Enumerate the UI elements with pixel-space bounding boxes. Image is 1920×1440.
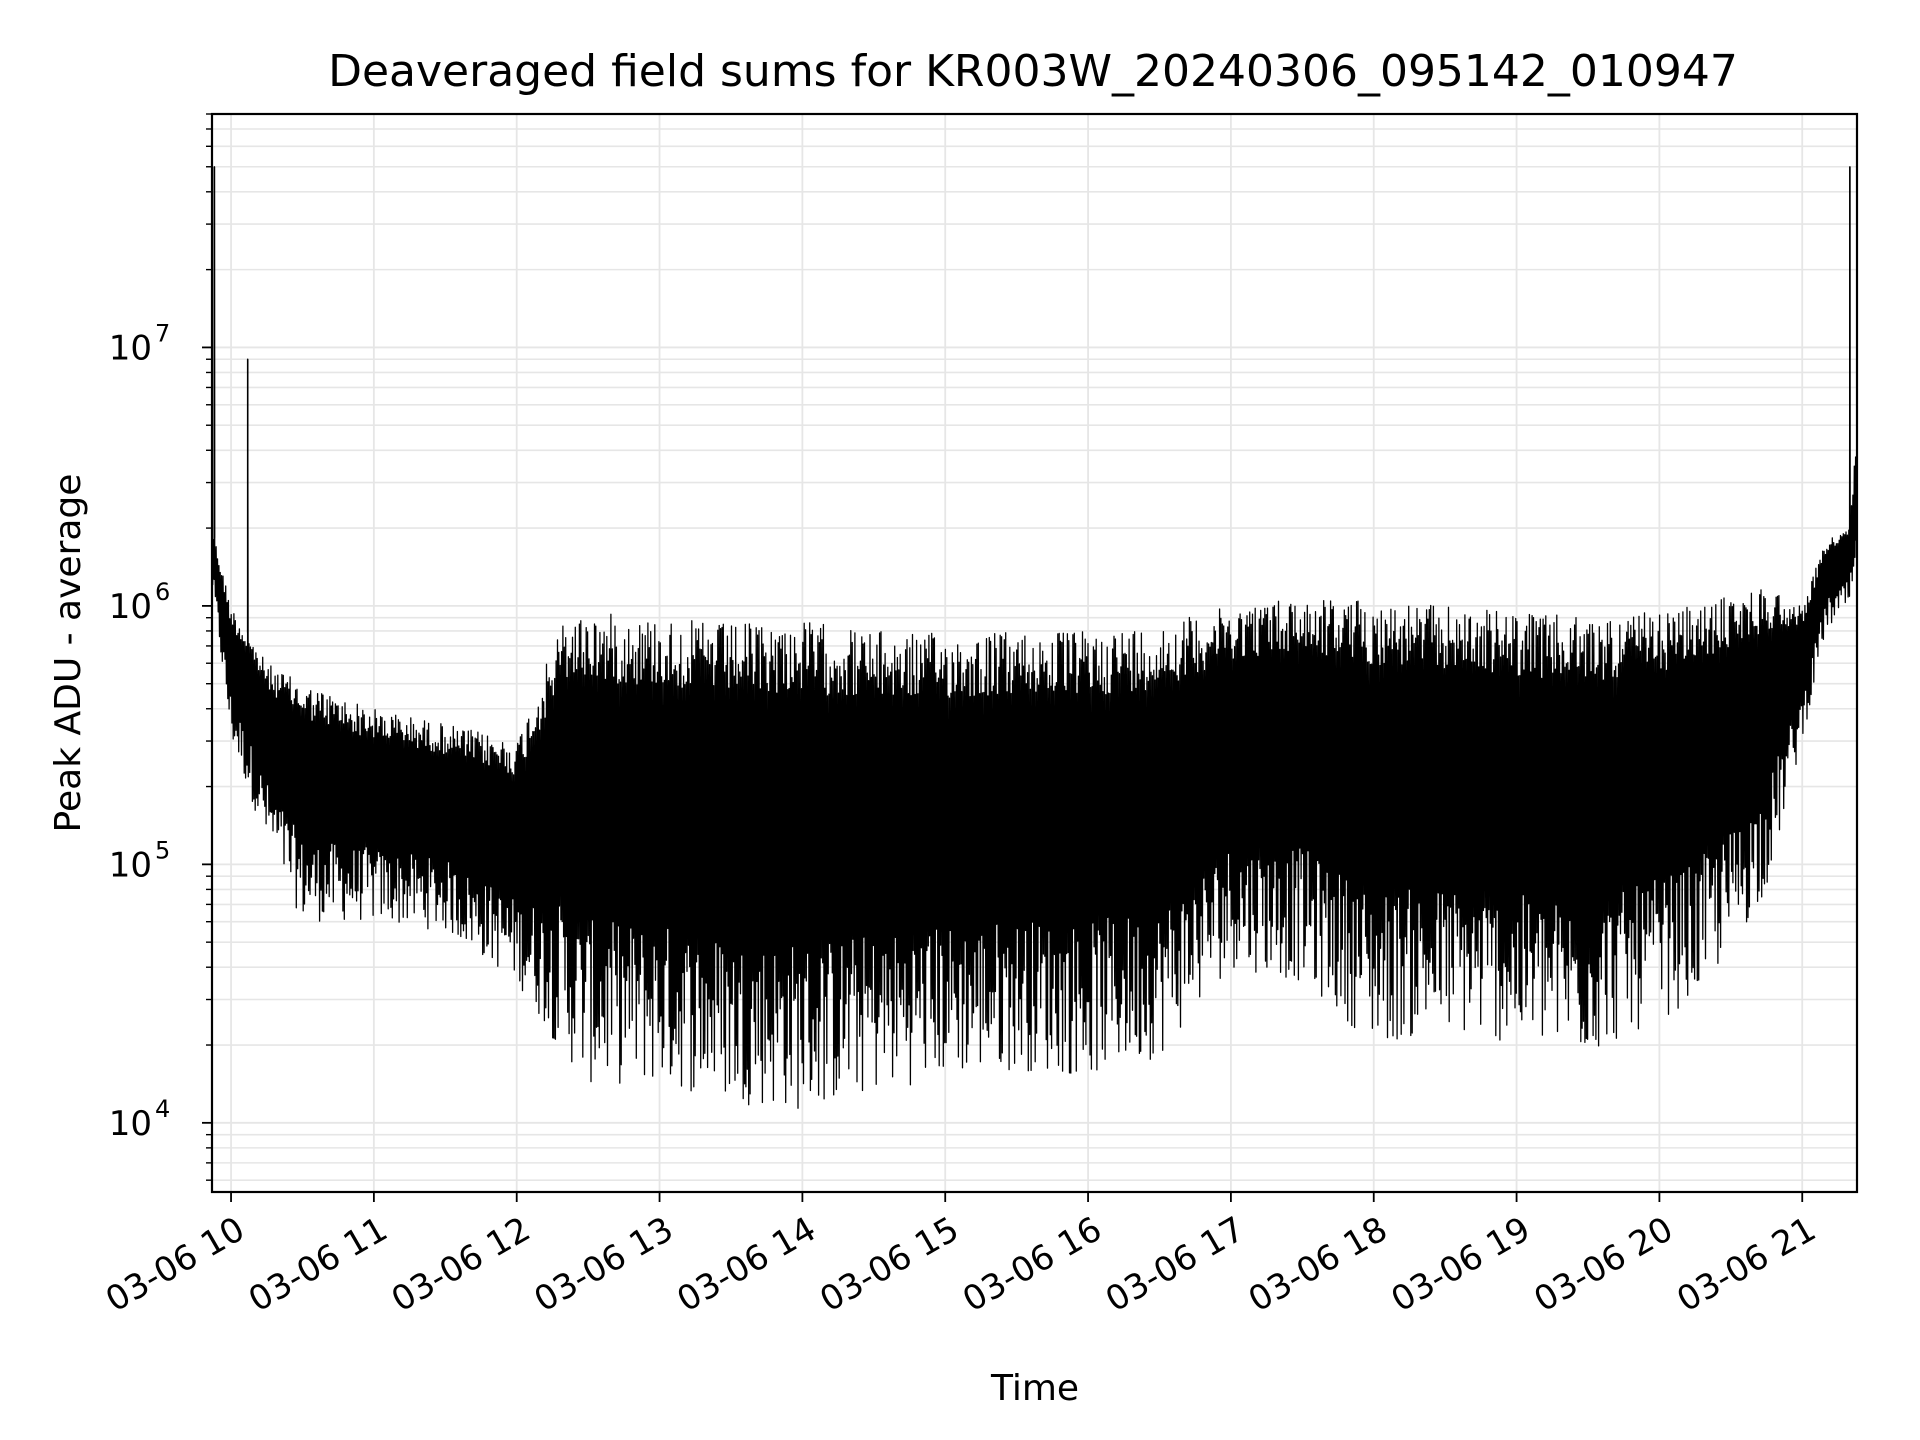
y-tick-label: 10 — [109, 587, 152, 627]
series-line — [211, 166, 1858, 1109]
chart-title: Deaveraged field sums for KR003W_2024030… — [328, 46, 1738, 97]
y-axis-label: Peak ADU - average — [48, 474, 89, 833]
plot-frame — [210, 112, 1859, 1194]
y-tick-label-exponent: 7 — [155, 319, 170, 347]
y-tick-label-exponent: 4 — [155, 1095, 170, 1123]
y-tick-label: 10 — [109, 1104, 152, 1144]
y-tick-label-exponent: 6 — [155, 578, 170, 606]
y-tick-label-exponent: 5 — [155, 836, 170, 864]
x-axis-label: Time — [990, 1368, 1079, 1409]
data-layer — [211, 166, 1858, 1109]
y-tick-label: 10 — [109, 328, 152, 368]
y-tick-label: 10 — [109, 845, 152, 885]
